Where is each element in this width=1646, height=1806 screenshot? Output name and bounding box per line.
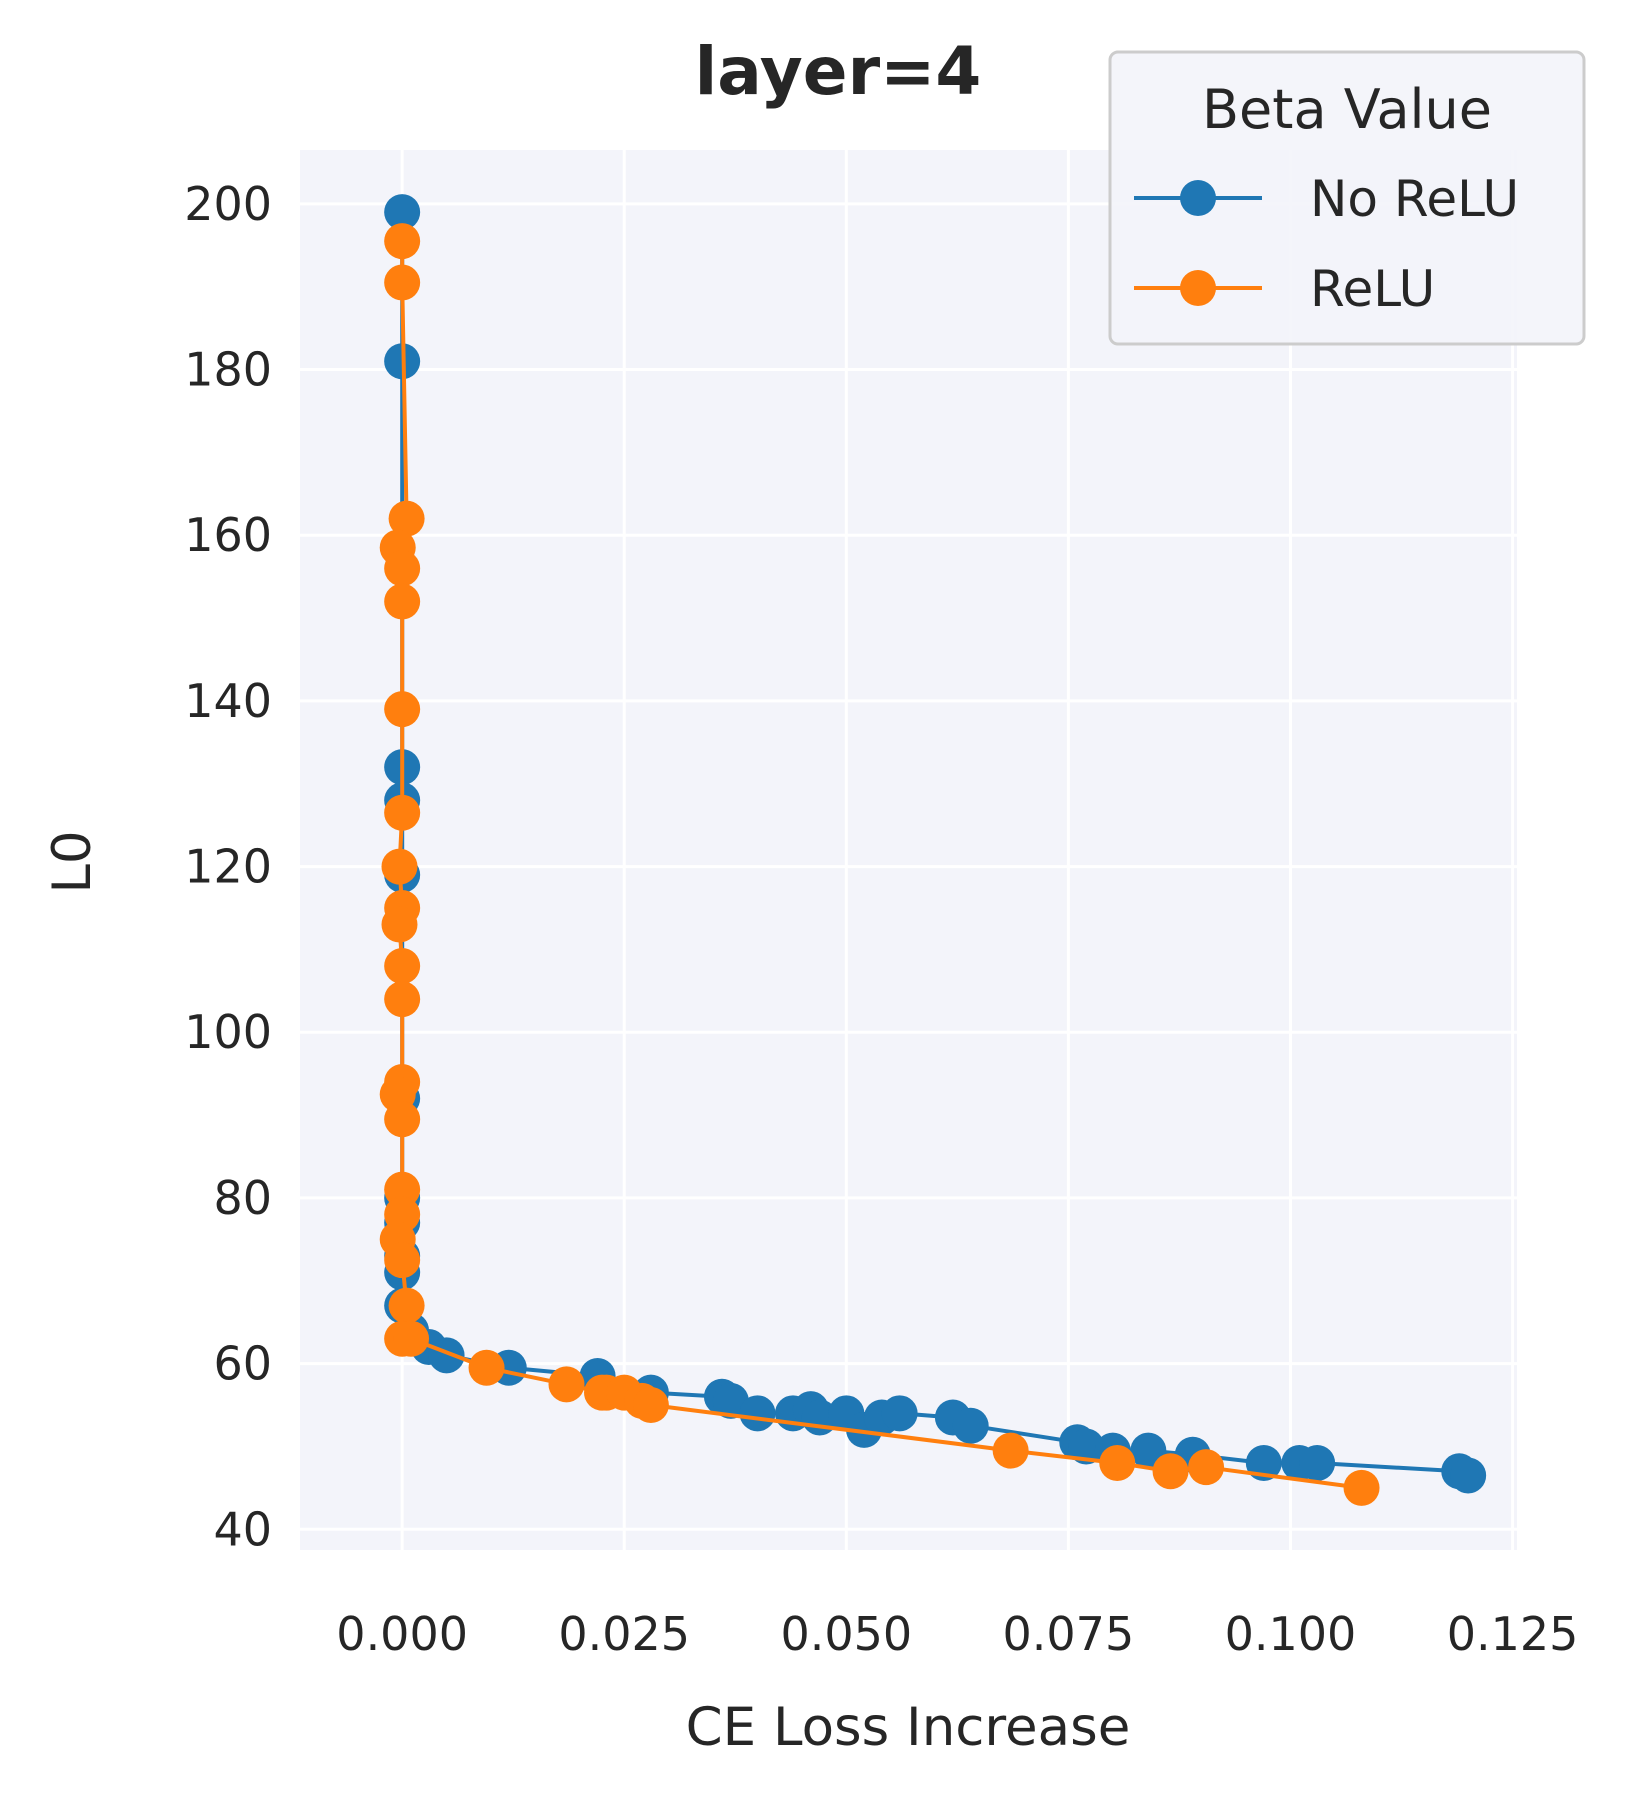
grid	[300, 150, 1517, 1550]
data-point-relu	[468, 1349, 505, 1386]
plot-background	[300, 150, 1517, 1550]
x-tick-label: 0.050	[780, 1607, 912, 1661]
y-tick-label: 100	[184, 1005, 272, 1059]
data-point-relu	[381, 848, 418, 885]
y-tick-label: 180	[184, 343, 272, 397]
data-point-relu	[384, 223, 421, 260]
data-point-relu	[384, 583, 421, 620]
y-tick-label: 140	[184, 674, 272, 728]
data-point-no-relu	[1450, 1457, 1487, 1494]
y-tick-label: 80	[213, 1171, 272, 1225]
data-point-relu	[384, 794, 421, 831]
data-point-relu	[381, 906, 418, 943]
y-tick-labels: 40 60 80 100 120 140 160 180 200	[184, 177, 272, 1556]
legend-label-relu: ReLU	[1310, 260, 1435, 318]
data-point-relu	[384, 550, 421, 587]
series-relu	[379, 223, 1380, 1506]
data-point-relu	[388, 500, 425, 537]
data-point-relu	[384, 1171, 421, 1208]
legend-box	[1108, 50, 1586, 346]
legend-title: Beta Value	[1202, 78, 1492, 141]
chart-title: layer=4	[695, 33, 982, 110]
data-point-no-relu	[952, 1407, 989, 1444]
data-point-relu	[384, 264, 421, 301]
data-point-relu	[548, 1366, 585, 1403]
data-point-relu	[393, 1320, 430, 1357]
x-tick-label: 0.000	[336, 1607, 468, 1661]
legend-marker-relu	[1180, 270, 1216, 306]
data-point-relu	[384, 1101, 421, 1138]
data-point-no-relu	[1299, 1445, 1336, 1482]
data-point-relu	[1188, 1449, 1225, 1486]
x-tick-label: 0.125	[1447, 1607, 1579, 1661]
x-tick-label: 0.025	[558, 1607, 690, 1661]
data-point-relu	[384, 947, 421, 984]
data-point-relu	[388, 1287, 425, 1324]
legend-entry-no-relu: No ReLU	[1134, 170, 1519, 228]
data-point-no-relu	[428, 1337, 465, 1374]
x-tick-labels: 0.000 0.025 0.050 0.075 0.100 0.125	[336, 1607, 1578, 1661]
y-tick-label: 40	[213, 1502, 272, 1556]
y-axis-label: L0	[42, 830, 103, 893]
legend-marker-no-relu	[1180, 180, 1216, 216]
y-tick-label: 160	[184, 508, 272, 562]
data-point-relu	[992, 1432, 1029, 1469]
data-point-relu	[384, 981, 421, 1018]
data-point-relu	[384, 1242, 421, 1279]
data-point-no-relu	[739, 1395, 776, 1432]
data-point-relu	[384, 691, 421, 728]
data-point-no-relu	[1068, 1428, 1105, 1465]
y-tick-label: 200	[184, 177, 272, 231]
data-point-relu	[632, 1387, 669, 1424]
x-tick-label: 0.100	[1225, 1607, 1357, 1661]
series-group	[379, 194, 1487, 1506]
legend: Beta Value No ReLU ReLU	[1108, 50, 1586, 346]
x-axis-label: CE Loss Increase	[686, 1697, 1131, 1758]
x-tick-label: 0.075	[1003, 1607, 1135, 1661]
legend-entry-relu: ReLU	[1134, 260, 1435, 318]
data-point-relu	[1099, 1445, 1136, 1482]
data-point-no-relu	[881, 1395, 918, 1432]
y-tick-label: 60	[213, 1337, 272, 1391]
data-point-relu	[1343, 1469, 1380, 1506]
data-point-no-relu	[384, 194, 421, 231]
legend-label-no-relu: No ReLU	[1310, 170, 1519, 228]
y-tick-label: 120	[184, 840, 272, 894]
data-point-relu	[1152, 1453, 1189, 1490]
